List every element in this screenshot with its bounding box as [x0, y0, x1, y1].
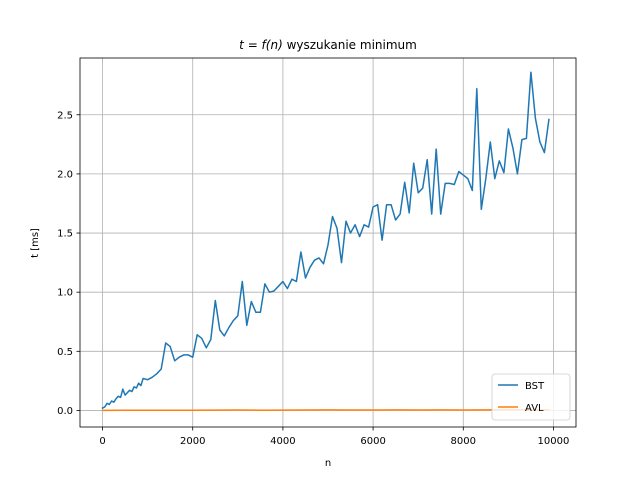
y-tick-label: 1.5: [57, 229, 73, 240]
y-tick-label: 2.0: [57, 169, 73, 180]
series-line-bst: [101, 71, 550, 410]
x-tick-label: 0: [99, 436, 105, 447]
y-tick-label: 0.5: [57, 347, 73, 358]
x-tick-label: 6000: [360, 436, 385, 447]
x-axis-label: n: [325, 458, 331, 469]
legend: BST AVL: [491, 373, 571, 421]
chart-title-formula: t = f(n): [239, 38, 283, 52]
x-tick-label: 2000: [180, 436, 205, 447]
y-tick-label: 1.0: [57, 288, 73, 299]
y-tick-label: 2.5: [57, 110, 73, 121]
series-line-avl: [101, 408, 550, 412]
plot-frame: [79, 57, 577, 428]
axis-ticks: 0 2000 4000 6000 8000 10000 0.0 0.5 1.0 1.5 2.0 2.5: [57, 110, 569, 447]
x-tick-label: 4000: [270, 436, 295, 447]
series-layer: [101, 71, 550, 412]
legend-label-avl: AVL: [525, 403, 544, 414]
chart-title: t = f(n) wyszukanie minimum: [239, 38, 417, 52]
y-tick-label: 0.0: [57, 406, 73, 417]
x-tick-label: 8000: [451, 436, 476, 447]
x-tick-label: 10000: [538, 436, 570, 447]
legend-label-bst: BST: [525, 381, 545, 392]
chart-title-text: wyszukanie minimum: [283, 38, 417, 52]
y-axis-label: t [ms]: [30, 228, 41, 258]
